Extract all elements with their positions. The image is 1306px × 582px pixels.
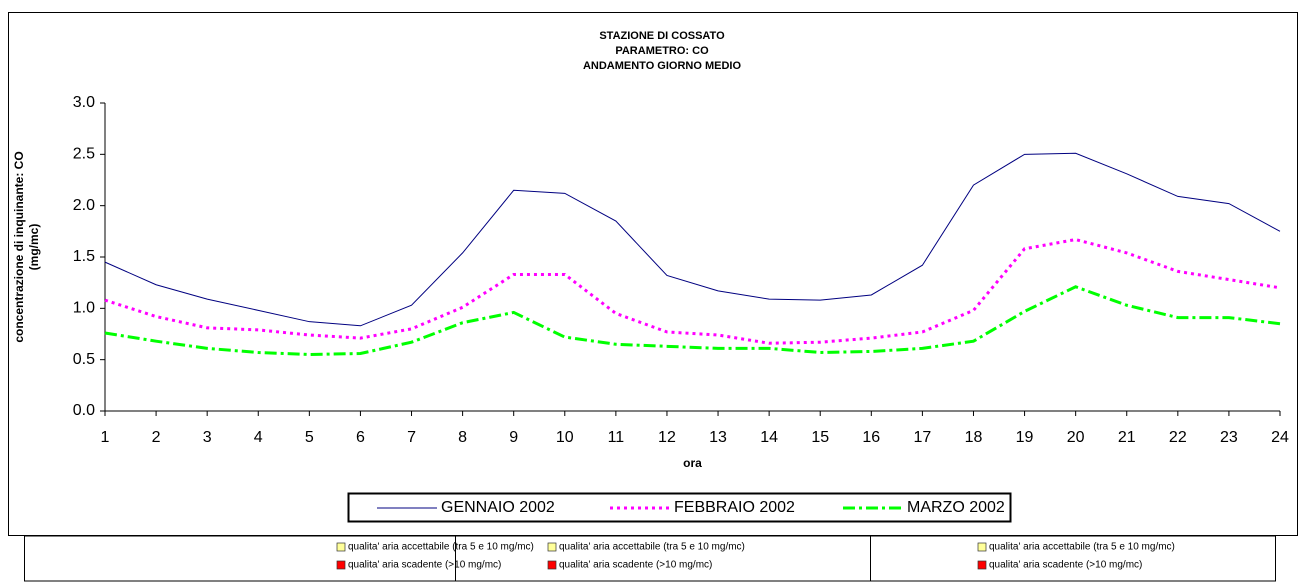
x-tick-label: 18 (965, 429, 983, 446)
x-tick-label: 9 (509, 429, 518, 446)
y-tick-label: 1.0 (73, 300, 95, 317)
y-tick-label: 2.0 (73, 197, 95, 214)
x-tick-label: 11 (608, 429, 625, 446)
data-line (104, 238, 1281, 345)
x-tick-label: 13 (709, 429, 727, 446)
y-axis-label: (mg/mc) (27, 224, 41, 271)
x-tick-label: 22 (1169, 429, 1187, 446)
y-tick-label: 2.5 (73, 146, 95, 163)
legend-label: MARZO 2002 (907, 499, 1005, 516)
quality-swatch (336, 542, 346, 552)
chart-title: STAZIONE DI COSSATO (599, 30, 725, 42)
quality-swatch (977, 542, 987, 552)
x-tick-label: 15 (811, 429, 829, 446)
x-tick-label: 23 (1220, 429, 1238, 446)
quality-label: qualita' aria scadente (>10 mg/mc) (989, 560, 1142, 571)
y-tick-label: 0.0 (73, 402, 95, 419)
x-tick-label: 24 (1271, 429, 1289, 446)
y-tick-label: 3.0 (73, 94, 95, 111)
quality-swatch (547, 560, 557, 570)
x-tick-label: 8 (458, 429, 467, 446)
x-tick-label: 7 (407, 429, 416, 446)
x-tick-label: 2 (152, 429, 161, 446)
x-tick-label: 17 (913, 429, 931, 446)
legend-label: GENNAIO 2002 (441, 499, 555, 516)
data-line (104, 152, 1281, 327)
chart-frame (8, 12, 1298, 536)
x-tick-label: 6 (356, 429, 365, 446)
legend-label: FEBBRAIO 2002 (674, 499, 795, 516)
chart-title: PARAMETRO: CO (615, 45, 709, 57)
data-line (104, 285, 1281, 357)
quality-label: qualita' aria accettabile (tra 5 e 10 mg… (989, 542, 1175, 553)
chart-title: ANDAMENTO GIORNO MEDIO (583, 60, 742, 72)
quality-swatch (977, 560, 987, 570)
footer-table (24, 535, 1276, 582)
x-axis-label: ora (683, 456, 702, 470)
x-tick-label: 14 (760, 429, 778, 446)
quality-label: qualita' aria scadente (>10 mg/mc) (559, 560, 712, 571)
x-tick-label: 3 (203, 429, 212, 446)
x-tick-label: 19 (1016, 429, 1034, 446)
y-tick-label: 0.5 (73, 351, 95, 368)
x-tick-label: 12 (658, 429, 676, 446)
x-tick-label: 20 (1067, 429, 1085, 446)
y-axis-label: concentrazione di inquinante: CO (12, 151, 26, 342)
quality-label: qualita' aria scadente (>10 mg/mc) (348, 560, 501, 571)
x-tick-label: 21 (1118, 429, 1136, 446)
x-tick-label: 16 (862, 429, 880, 446)
quality-label: qualita' aria accettabile (tra 5 e 10 mg… (559, 542, 745, 553)
quality-label: qualita' aria accettabile (tra 5 e 10 mg… (348, 542, 534, 553)
x-tick-label: 4 (254, 429, 263, 446)
x-tick-label: 10 (556, 429, 574, 446)
x-tick-label: 1 (101, 429, 110, 446)
quality-swatch (547, 542, 557, 552)
y-tick-label: 1.5 (73, 248, 95, 265)
quality-swatch (336, 560, 346, 570)
x-tick-label: 5 (305, 429, 314, 446)
